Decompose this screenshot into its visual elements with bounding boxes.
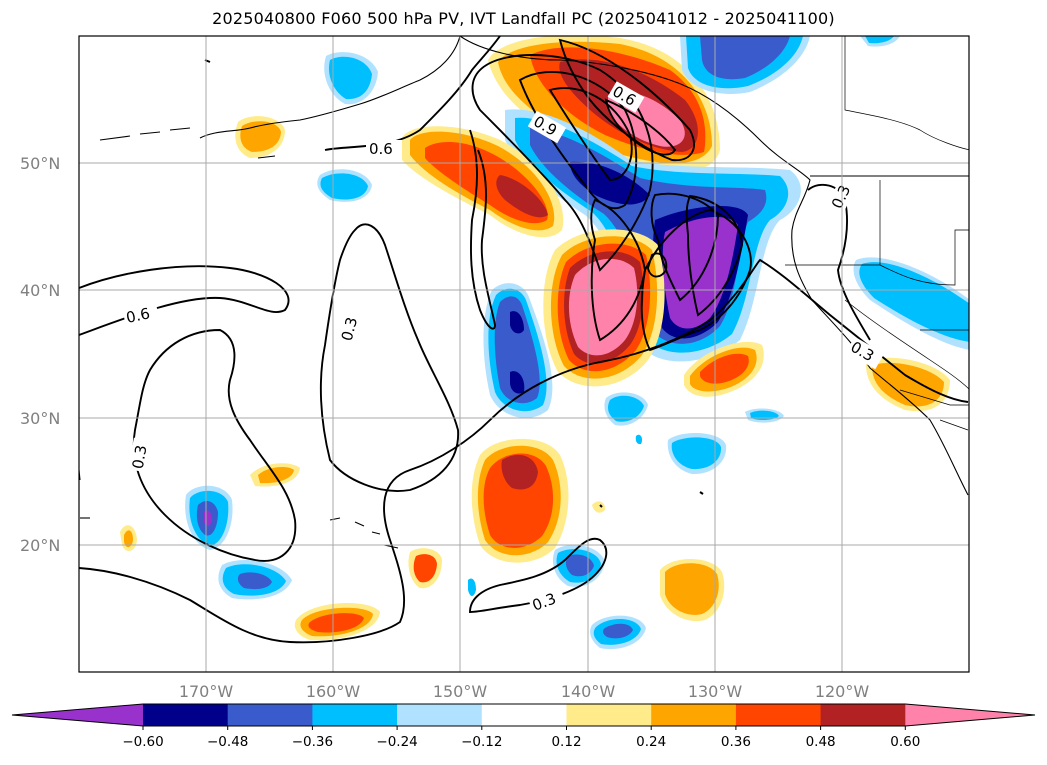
colorbar-segment	[397, 704, 483, 726]
colorbar-segment	[312, 704, 398, 726]
lon-label: 170°W	[179, 682, 234, 701]
colorbar-tick-label: −0.60	[122, 734, 163, 750]
colorbar: −0.60 −0.48 −0.36 −0.24 −0.12 0.12 0.24 0.36 0.4…	[11, 703, 1036, 750]
contour-lines	[79, 36, 969, 644]
colorbar-segment	[735, 704, 822, 726]
colorbar-segment	[820, 704, 906, 726]
colorbar-segment	[566, 704, 652, 726]
latitude-labels: 50°N 40°N 30°N 20°N	[20, 154, 60, 555]
coastlines	[79, 36, 969, 549]
colorbar-tick-label: −0.36	[292, 734, 333, 750]
contour-0p6-main	[471, 54, 654, 272]
colorbar-tick-label: −0.48	[207, 734, 248, 750]
longitude-labels: 170°W 160°W 150°W 140°W 130°W 120°W	[179, 682, 870, 701]
lon-label: 140°W	[561, 682, 616, 701]
lon-label: 130°W	[688, 682, 743, 701]
colorbar-tick-label: 0.36	[721, 734, 751, 750]
map-title: 2025040800 F060 500 hPa PV, IVT Landfall…	[212, 9, 835, 28]
colorbar-tick-label: 0.48	[806, 734, 836, 750]
colorbar-segment	[12, 704, 143, 726]
colorbar-tick-label: −0.12	[461, 734, 502, 750]
colorbar-segment	[143, 704, 229, 726]
colorbar-segment	[227, 704, 313, 726]
map-panel: 0.6 0.9 0.6 0.3 0.6 0.3 0.3 0.3 0.3	[79, 36, 969, 672]
contour-label: 0.3	[338, 315, 362, 343]
colorbar-tick-label: 0.24	[636, 734, 666, 750]
lon-label: 150°W	[433, 682, 488, 701]
colorbar-segment	[905, 704, 1035, 726]
lon-label: 160°W	[306, 682, 361, 701]
lat-label: 50°N	[20, 154, 60, 173]
colorbar-tick-label: 0.60	[890, 734, 920, 750]
gridlines	[79, 36, 969, 672]
contour-label: 0.6	[369, 140, 393, 158]
map-frame	[78, 35, 970, 673]
contour-label: 0.6	[124, 304, 151, 327]
colorbar-tick-label: −0.24	[376, 734, 417, 750]
lat-label: 20°N	[20, 536, 60, 555]
lon-label: 120°W	[815, 682, 870, 701]
colorbar-segment	[481, 704, 567, 726]
lat-label: 30°N	[20, 409, 60, 428]
colorbar-segment	[651, 704, 737, 726]
lat-label: 40°N	[20, 281, 60, 300]
contour-label: 0.3	[129, 444, 151, 471]
north-america-coast	[459, 36, 969, 496]
contour-label-group: 0.6 0.9 0.6 0.3 0.6 0.3 0.3 0.3 0.3	[122, 81, 885, 616]
colorbar-tick-label: 0.12	[551, 734, 581, 750]
